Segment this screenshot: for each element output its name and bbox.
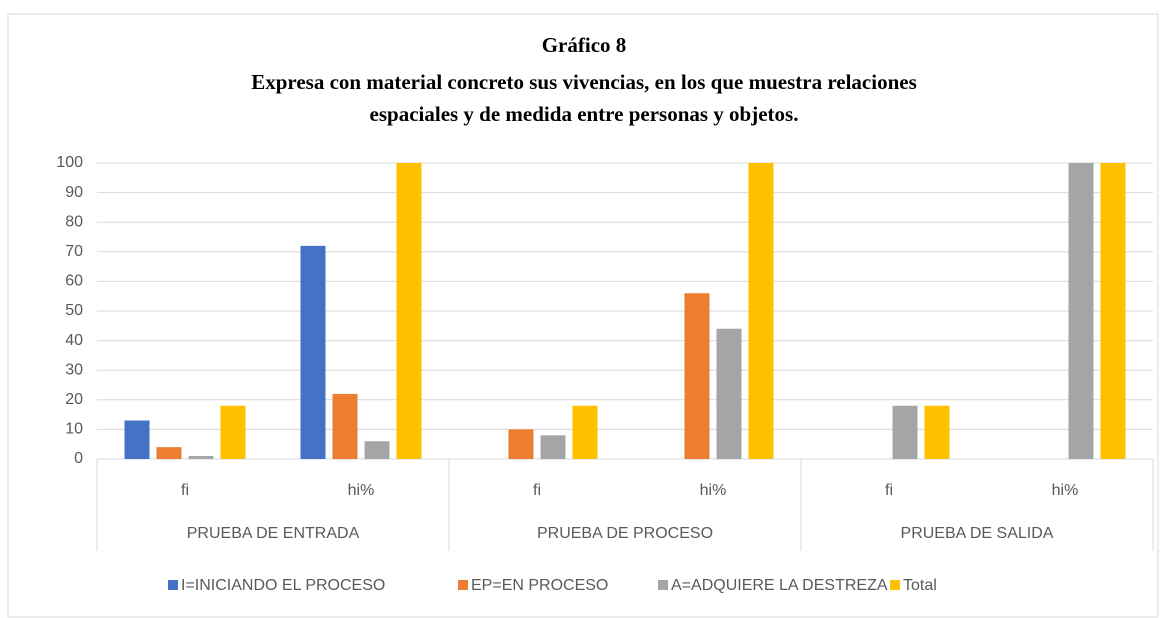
legend-swatch [658, 580, 668, 590]
x-tick-label: hi% [1052, 482, 1079, 499]
bar [300, 245, 326, 459]
y-tick-label: 50 [65, 302, 83, 319]
y-tick-label: 40 [65, 332, 83, 349]
y-tick-label: 60 [65, 273, 83, 290]
x-tick-label: fi [181, 482, 189, 499]
bar [332, 393, 358, 459]
legend-swatch [168, 580, 178, 590]
bar [396, 163, 422, 459]
x-tick-label: hi% [700, 482, 727, 499]
y-tick-label: 100 [56, 154, 83, 171]
y-tick-label: 70 [65, 243, 83, 260]
bar [716, 328, 742, 459]
bar [892, 405, 918, 459]
bar [188, 456, 214, 459]
chart-frame [7, 13, 1159, 618]
bar [684, 293, 710, 459]
y-tick-label: 80 [65, 213, 83, 230]
bar [364, 441, 390, 459]
x-tick-label: hi% [348, 482, 375, 499]
legend-label: A=ADQUIERE LA DESTREZA [671, 577, 888, 594]
group-label: PRUEBA DE ENTRADA [187, 525, 360, 542]
legend-label: I=INICIANDO EL PROCESO [181, 577, 385, 594]
y-tick-label: 20 [65, 391, 83, 408]
x-tick-label: fi [885, 482, 893, 499]
bar [1100, 163, 1126, 459]
bar [924, 405, 950, 459]
legend-swatch [458, 580, 468, 590]
bar [124, 420, 150, 459]
y-tick-label: 10 [65, 421, 83, 438]
y-tick-label: 90 [65, 184, 83, 201]
chart-title: Expresa con material concreto sus vivenc… [251, 70, 917, 94]
group-label: PRUEBA DE SALIDA [901, 525, 1054, 542]
legend-label: EP=EN PROCESO [471, 577, 608, 594]
group-label: PRUEBA DE PROCESO [537, 525, 713, 542]
y-tick-label: 0 [74, 450, 83, 467]
legend-swatch [890, 580, 900, 590]
chart-title: espaciales y de medida entre personas y … [370, 102, 799, 126]
bar [748, 163, 774, 459]
y-tick-label: 30 [65, 361, 83, 378]
legend-label: Total [903, 577, 937, 594]
x-tick-label: fi [533, 482, 541, 499]
bar [572, 405, 598, 459]
bar [508, 429, 534, 459]
bar [220, 405, 246, 459]
chart-title: Gráfico 8 [542, 33, 627, 57]
bar [156, 447, 182, 459]
bar [1068, 163, 1094, 459]
bar [540, 435, 566, 459]
